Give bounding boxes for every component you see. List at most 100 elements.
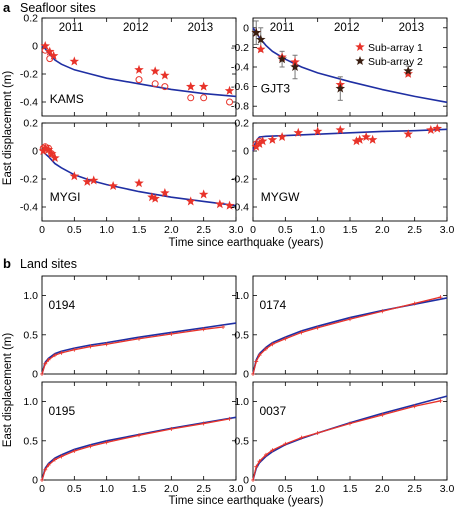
- panel-b-xlabel: Time since earthquake (years): [169, 495, 324, 507]
- station-label-0037: 0037: [259, 404, 286, 418]
- y-tick-label: 0.2: [23, 118, 38, 130]
- station-label-gjt3: GJT3: [261, 82, 291, 96]
- x-tick-label: 0.5: [278, 224, 293, 236]
- observed-point-0195: [52, 457, 57, 462]
- star-point-kams: [45, 46, 55, 56]
- star-point-mygw: [254, 139, 265, 149]
- panel-a-letter: a: [3, 0, 11, 15]
- x-tick-label: 0: [39, 224, 45, 236]
- observed-point-0174: [263, 346, 268, 351]
- star-point-mygi: [224, 200, 235, 210]
- sub-array-2-point-gjt3: [403, 65, 413, 75]
- legend-marker-sub-array-1: [355, 42, 365, 52]
- year-label-2013: 2013: [188, 22, 214, 34]
- observed-point-0195: [201, 421, 206, 426]
- observed-point-0174: [254, 359, 259, 364]
- y-tick-label: -0.4: [20, 97, 38, 109]
- star-point-mygw: [312, 126, 323, 136]
- x-tick-label: 2.0: [375, 483, 390, 495]
- y-tick-label: -0.4: [20, 202, 38, 214]
- panel-0195: 0 0.5 1.0 1.5 2.0 2.5 3.0 0 0.5 1.0 0195: [23, 381, 244, 495]
- observed-curve-0194: [41, 326, 224, 375]
- year-label-2011: 2011: [270, 22, 295, 34]
- y-tick-label: -0.4: [231, 62, 249, 74]
- panel-0174: 0 0.5 1.0 0174: [234, 275, 448, 381]
- station-label-0195: 0195: [48, 404, 75, 418]
- panel-a-title: Seafloor sites: [20, 1, 96, 15]
- y-tick-label: 1.0: [234, 290, 249, 302]
- y-tick-label: -0.2: [20, 174, 38, 186]
- open-circle-point-kams: [46, 55, 54, 63]
- y-tick-label: -0.2: [231, 174, 249, 186]
- observed-point-0037: [257, 459, 262, 464]
- y-tick-label: 0: [32, 41, 38, 53]
- observed-curve-0174: [252, 296, 441, 375]
- model-curve-mygi: [41, 150, 237, 207]
- y-tick-label: 0: [32, 369, 38, 381]
- station-label-0174: 0174: [259, 298, 286, 312]
- x-tick-label: 0.5: [67, 483, 82, 495]
- star-point-mygw: [361, 132, 371, 142]
- observed-point-0195: [43, 467, 48, 472]
- star-point-kams: [69, 56, 80, 66]
- star-point-mygw: [354, 134, 365, 144]
- observed-point-0037: [263, 452, 268, 457]
- observed-point-0174: [283, 336, 288, 341]
- year-label-2012: 2012: [334, 22, 360, 34]
- star-point-mygw: [426, 125, 436, 135]
- legend-star-dark: [355, 56, 365, 66]
- y-tick-label: 0: [32, 475, 38, 487]
- x-tick-label: 0: [250, 224, 256, 236]
- star-point-mygi: [108, 181, 118, 191]
- y-tick-label: 0.5: [234, 329, 249, 341]
- star-point-mygi: [185, 196, 196, 206]
- station-label-mygw: MYGW: [261, 190, 300, 204]
- observed-point-0194: [40, 372, 44, 376]
- star-point-kams: [160, 70, 170, 80]
- observed-point-0174: [438, 295, 443, 300]
- observed-point-0195: [88, 444, 93, 449]
- observed-point-0195: [169, 427, 174, 432]
- observed-curve-0037: [252, 400, 441, 481]
- star-point-mygw: [267, 134, 278, 144]
- x-tick-label: 1.5: [132, 483, 147, 495]
- observed-point-0174: [380, 309, 385, 314]
- observed-point-0194: [52, 353, 57, 358]
- observed-point-0194: [59, 350, 64, 355]
- observed-point-0194: [137, 336, 141, 341]
- x-tick-label: 1.0: [99, 224, 114, 236]
- star-point-mygw: [335, 125, 346, 135]
- observed-point-0174: [412, 301, 417, 306]
- star-point-kams: [134, 64, 144, 74]
- star-point-kams: [185, 81, 196, 91]
- observed-point-0195: [46, 463, 51, 468]
- observed-point-0194: [169, 332, 174, 337]
- x-tick-label: 2.0: [375, 224, 390, 236]
- panel-b-ylabel: East displacement (m): [2, 333, 14, 448]
- x-tick-label: 3.0: [229, 483, 244, 495]
- model-curve-0194: [41, 322, 237, 375]
- panel-a-xlabel: Time since earthquake (years): [169, 237, 324, 249]
- y-tick-label: -0.2: [20, 69, 38, 81]
- star-point-gjt3: [290, 57, 300, 67]
- observed-point-0037: [412, 404, 417, 409]
- legend-marker-sub-array-2: [355, 56, 365, 66]
- y-tick-label: 0.5: [23, 329, 38, 341]
- observed-point-0174: [251, 372, 255, 376]
- x-tick-label: 3.0: [440, 483, 455, 495]
- y-tick-label: 1.0: [234, 396, 249, 408]
- panel-mygw: 0 0.5 1.0 1.5 2.0 2.5 3.0 0.2 0 -0.2 -0.4 MYGW: [231, 118, 455, 237]
- model-curve-0195: [41, 416, 237, 481]
- observed-point-0194: [46, 357, 51, 362]
- observed-point-0194: [43, 361, 48, 366]
- star-point-kams: [224, 85, 235, 95]
- panel-kams: 0.2 0 -0.2 -0.4 KAMS 2011 2012 2013: [20, 13, 237, 117]
- x-tick-label: 2.0: [164, 224, 179, 236]
- y-tick-label: 0: [243, 146, 249, 158]
- star-point-mygw: [251, 141, 261, 151]
- star-point-kams: [40, 41, 50, 51]
- star-point-mygi: [215, 199, 225, 209]
- panel-gjt3: 0 -0.2 -0.4 -0.6 -0.8 GJT3 2011 2012 2013: [231, 17, 448, 117]
- y-tick-label: 0: [243, 475, 249, 487]
